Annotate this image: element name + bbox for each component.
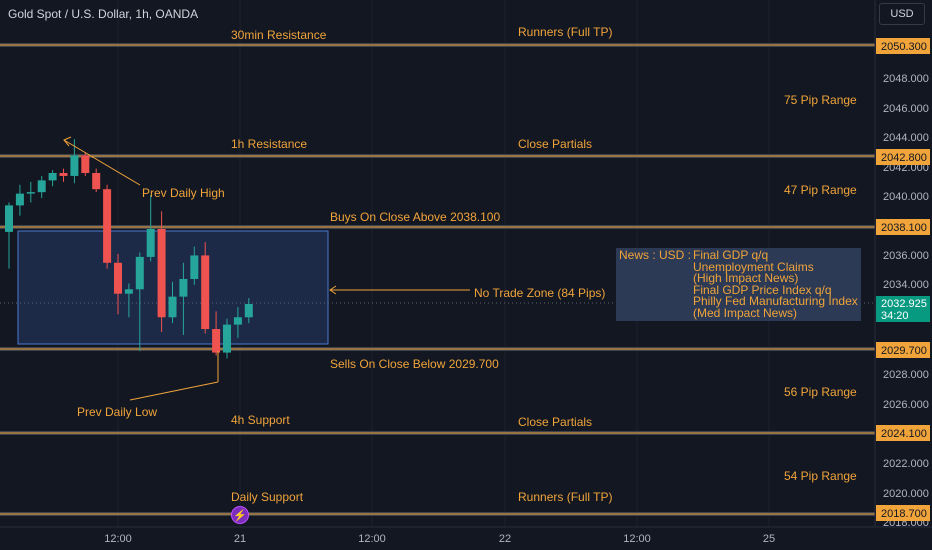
- price-axis-bg: [875, 0, 932, 550]
- candle-body: [92, 173, 101, 190]
- candle-body: [103, 189, 112, 263]
- news-line: Final GDP Price Index q/q: [693, 282, 832, 297]
- price-tag-2024: [876, 425, 930, 441]
- current-price-text: 2032.925: [881, 298, 927, 310]
- price-tick: 2028.000: [883, 369, 929, 381]
- news-line: (Med Impact News): [693, 305, 798, 320]
- candle-body: [124, 289, 133, 294]
- candle-body: [146, 228, 155, 257]
- price-tags: 2050.300 2042.800 2038.100 2032.925 34:2…: [876, 38, 930, 521]
- candle-body: [157, 228, 166, 318]
- price-tag-2050: [876, 38, 930, 54]
- news-box[interactable]: News : USD : Final GDP q/q Unemployment C…: [616, 248, 861, 321]
- label-56-pip-range: 56 Pip Range: [784, 385, 857, 399]
- price-tick: 2036.000: [883, 250, 929, 262]
- time-label: 12:00: [358, 533, 386, 545]
- candle-body: [26, 192, 35, 194]
- price-tick: 2022.000: [883, 458, 929, 470]
- candle-body: [59, 173, 68, 176]
- news-line: Final GDP q/q: [693, 248, 769, 262]
- time-label: 25: [763, 533, 775, 545]
- label-prev-daily-high: Prev Daily High: [142, 186, 225, 200]
- news-line: (High Impact News): [693, 271, 799, 285]
- candle-body: [212, 329, 221, 353]
- prev-high-arrowhead: [63, 136, 72, 147]
- price-tick: 2046.000: [883, 103, 929, 115]
- label-4h-support: 4h Support: [231, 413, 290, 427]
- label-close-partials-top: Close Partials: [518, 137, 593, 151]
- price-tag-2029: [876, 342, 930, 358]
- price-tick: 2040.000: [883, 191, 929, 203]
- label-75-pip-range: 75 Pip Range: [784, 93, 857, 107]
- time-label: 12:00: [623, 533, 651, 545]
- candle-body: [5, 205, 13, 232]
- label-runners-top: Runners (Full TP): [518, 25, 613, 39]
- price-tag-2018: [876, 505, 930, 521]
- currency-button[interactable]: USD: [879, 3, 925, 25]
- candle-body: [190, 255, 199, 279]
- candle-body: [135, 256, 144, 290]
- candle-body: [37, 180, 46, 193]
- price-tag-2038: [876, 219, 930, 235]
- label-54-pip-range: 54 Pip Range: [784, 469, 857, 483]
- candle-body: [15, 193, 24, 206]
- candle-body: [114, 262, 122, 294]
- candles: [5, 139, 253, 359]
- price-tag-2042: [876, 149, 930, 165]
- candle-body: [244, 304, 253, 318]
- news-prefix: News : USD :: [619, 248, 692, 262]
- lightning-icon[interactable]: ⚡: [231, 506, 249, 524]
- price-axis[interactable]: 2048.000 2046.000 2044.000 2042.000 2040…: [883, 73, 929, 529]
- label-runners-bottom: Runners (Full TP): [518, 490, 613, 504]
- symbol-title: Gold Spot / U.S. Dollar, 1h, OANDA: [8, 7, 199, 21]
- no-trade-zone-box[interactable]: [17, 230, 329, 345]
- label-prev-daily-low: Prev Daily Low: [77, 405, 158, 419]
- candle-body: [70, 155, 79, 176]
- label-close-partials-bottom: Close Partials: [518, 415, 593, 429]
- price-tick: 2044.000: [883, 132, 929, 144]
- price-tag-2029-text: 2029.700: [881, 345, 927, 357]
- candle-body: [223, 324, 231, 353]
- candle-body: [48, 173, 57, 181]
- candle-countdown: 34:20: [881, 310, 909, 322]
- prev-high-arrow-line: [63, 139, 141, 186]
- time-axis[interactable]: 12:00 21 12:00 22 12:00 25: [104, 533, 775, 545]
- price-tag-2024-text: 2024.100: [881, 428, 927, 440]
- price-tag-2050-text: 2050.300: [881, 41, 927, 53]
- label-no-trade-zone: No Trade Zone (84 Pips): [474, 286, 606, 300]
- candle-body: [201, 255, 210, 330]
- level-lines[interactable]: [0, 43, 875, 516]
- price-tick: 2048.000: [883, 73, 929, 85]
- price-tag-2038-text: 2038.100: [881, 222, 927, 234]
- label-30min-resistance: 30min Resistance: [231, 28, 327, 42]
- candle-body: [233, 317, 242, 325]
- current-price-tag: [876, 296, 930, 322]
- news-line: Philly Fed Manufacturing Index: [693, 294, 858, 308]
- price-tick: 2020.000: [883, 488, 929, 500]
- label-1h-resistance: 1h Resistance: [231, 137, 308, 151]
- candle-body: [81, 155, 90, 174]
- no-trade-arrowhead: [329, 285, 337, 295]
- time-label: 12:00: [104, 533, 132, 545]
- label-47-pip-range: 47 Pip Range: [784, 183, 857, 197]
- price-tick: 2026.000: [883, 399, 929, 411]
- prev-low-arrow-line: [129, 381, 219, 401]
- label-daily-support: Daily Support: [231, 490, 304, 504]
- time-label: 22: [499, 533, 511, 545]
- annotation-arrows: [63, 136, 470, 401]
- label-buys-above: Buys On Close Above 2038.100: [330, 210, 501, 224]
- label-sells-below: Sells On Close Below 2029.700: [330, 357, 499, 371]
- candle-body: [168, 296, 177, 318]
- news-line: Unemployment Claims: [693, 259, 814, 274]
- candle-body: [179, 278, 188, 297]
- price-tick: 2034.000: [883, 279, 929, 291]
- price-tag-2018-text: 2018.700: [881, 508, 927, 520]
- price-tag-2042-text: 2042.800: [881, 152, 927, 164]
- time-label: 21: [234, 533, 246, 545]
